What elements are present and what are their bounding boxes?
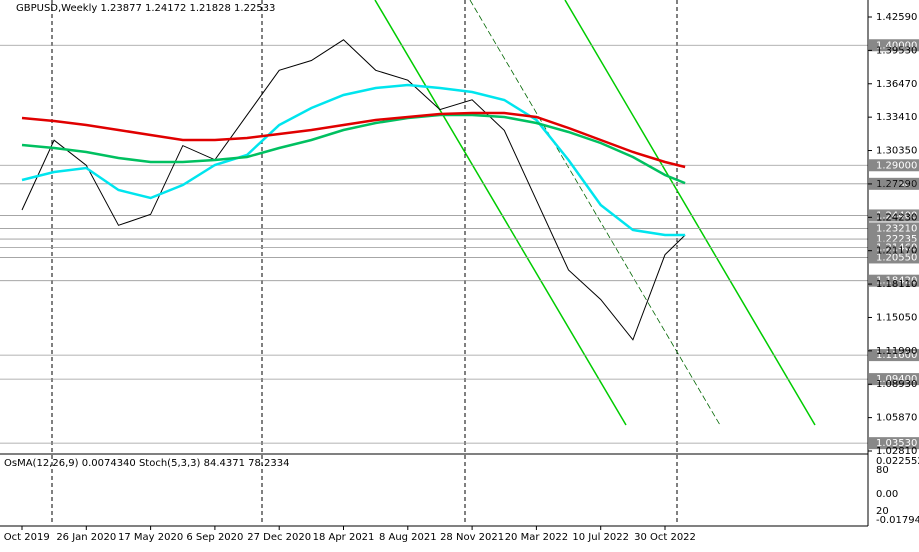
x-tick-label: 6 Oct 2019 [0,532,50,543]
plot [21,39,686,341]
level-tag [869,159,919,172]
y-tick-label: 1.18110 [876,279,917,290]
level-label: 1.03530 [876,438,917,449]
level-label: 1.21460 [876,243,917,254]
y-tick-label: 1.24230 [876,212,917,223]
chart-title: GBPUSD,Weekly 1.23877 1.24172 1.21828 1.… [16,3,275,14]
level-label: 1.11600 [876,350,917,361]
x-tick-label: 10 Jul 2022 [572,532,629,543]
level-tag [869,251,919,264]
level-tag [869,241,919,254]
level-label: 1.20550 [876,252,917,263]
level-tag [869,39,919,52]
level-label: 1.23210 [876,223,917,234]
level-tag [869,222,919,235]
series-line [21,111,686,169]
x-tick-label: 28 Nov 2021 [440,532,504,543]
level-label: 1.18420 [876,276,917,287]
series-line [21,113,686,185]
x-tick-label: 20 Mar 2022 [505,532,568,543]
channel-line [564,0,816,426]
series-line [21,83,686,237]
level-label: 1.27300 [876,179,917,190]
level-tag [869,209,919,222]
x-tick-label: 26 Jan 2020 [56,532,116,543]
x-tick-label: 30 Oct 2022 [634,532,696,543]
level-label: 1.09400 [876,374,917,385]
level-label: 1.24400 [876,210,917,221]
y-tick-label: 1.21170 [876,246,917,257]
x-tick-label: 17 May 2020 [118,532,183,543]
level-tag [869,373,919,386]
y-tick-label: 1.02810 [876,446,917,457]
series-line [21,39,686,341]
channel [374,0,816,426]
y-tick-label: 1.27290 [876,179,917,190]
x-tick-label: 27 Dec 2020 [247,532,311,543]
level-tag [869,437,919,450]
period-separators [51,0,678,525]
y-tick-label: 1.33410 [876,112,917,123]
level-tag [869,349,919,362]
y-tick-label: 1.39530 [876,45,917,56]
levels: 1.40000 1.29000 1.27300 1.24400 1.232101.222… [0,39,919,450]
level-tag [869,274,919,287]
x-tick-label: 6 Sep 2020 [186,532,243,543]
channel-mid [469,0,721,426]
level-label: 1.22235 [876,234,917,245]
y-tick-label: 1.30350 [876,146,917,157]
x-tick-label: 8 Aug 2021 [379,532,437,543]
level-label: 1.29000 [876,160,917,171]
y-tick-label: 1.05870 [876,413,917,424]
indicator-label: 20 [876,506,889,517]
indicator-label: -0.017948 [876,515,919,526]
x-tick-label: 18 Apr 2021 [313,532,375,543]
channel-line [374,0,627,426]
level-tag [869,177,919,190]
level-label: 1.40000 [876,40,917,51]
indicator-label: 0.00 [876,489,898,500]
indicator-label: 80 [876,465,889,476]
y-tick-label: 1.42590 [876,12,917,23]
y-tick-label: 1.11990 [876,346,917,357]
indicator-label: 0.0225528 [876,456,919,467]
y-tick-label: 1.15050 [876,312,917,323]
y-tick-label: 1.08930 [876,379,917,390]
indicator-title: OsMA(12,26,9) 0.0074340 Stoch(5,3,3) 84.… [4,458,290,469]
y-tick-label: 1.36470 [876,79,917,90]
